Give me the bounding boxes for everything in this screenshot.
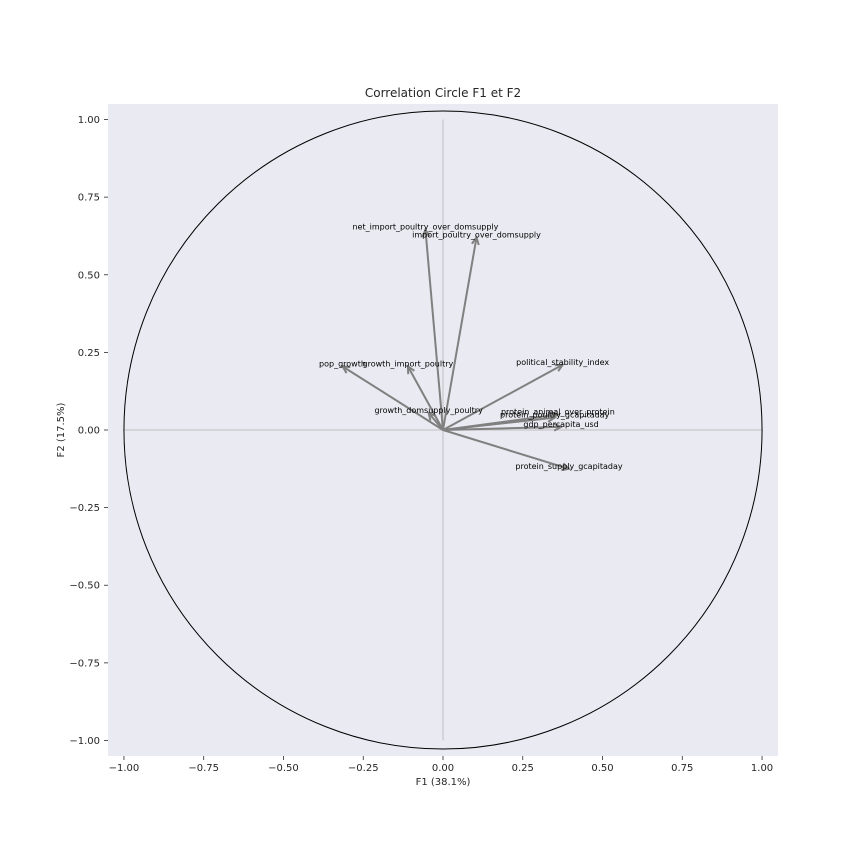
- arrow-head: [340, 365, 351, 374]
- x-tick-label: −0.75: [188, 763, 219, 774]
- arrow-head: [406, 364, 415, 375]
- y-axis-label: F2 (17.5%): [56, 402, 67, 457]
- variable-label: pop_growth: [319, 359, 366, 368]
- variable-label: import_poultry_over_domsupply: [412, 231, 541, 240]
- variable-arrow: [340, 365, 444, 431]
- arrow-head: [553, 422, 564, 432]
- y-tick-label: 0.25: [78, 348, 100, 359]
- variable-label: net_import_poultry_over_domsupply: [352, 223, 498, 232]
- y-tick-label: 1.00: [78, 115, 100, 126]
- y-tick-label: 0.75: [78, 193, 100, 204]
- chart-title: Correlation Circle F1 et F2: [365, 86, 521, 100]
- variable-labels: net_import_poultry_over_domsupplyimport_…: [319, 223, 623, 471]
- arrow-shaft: [427, 412, 444, 431]
- variable-label: protein_supply_gcapitaday: [515, 462, 622, 471]
- variable-arrow: [442, 422, 564, 432]
- variable-arrow: [427, 411, 444, 431]
- arrow-shaft: [442, 425, 562, 431]
- arrow-shaft: [341, 365, 444, 431]
- arrow-shaft: [424, 229, 444, 431]
- y-axis-ticks: −1.00 −0.75 −0.50 −0.25 0.00 0.25 0.50 0.75 1.00: [69, 115, 108, 747]
- variable-arrow: [406, 364, 444, 431]
- variable-label: gdp_percapita_usd: [523, 420, 598, 429]
- y-tick-label: −0.25: [69, 503, 100, 514]
- arrow-head: [471, 235, 480, 246]
- variable-arrow: [442, 363, 565, 431]
- variable-arrow: [442, 235, 480, 431]
- arrow-head: [427, 411, 437, 421]
- y-tick-label: −0.75: [69, 658, 100, 669]
- x-tick-label: 0.50: [591, 763, 613, 774]
- y-tick-label: −0.50: [69, 581, 100, 592]
- arrow-head: [561, 462, 572, 472]
- variable-label: protein_poultry_gcapitaday: [500, 411, 610, 420]
- arrow-head: [554, 363, 565, 372]
- arrow-shaft: [442, 237, 478, 431]
- x-tick-label: −0.50: [268, 763, 299, 774]
- x-axis-label: F1 (38.1%): [416, 777, 471, 788]
- variable-arrow: [421, 227, 444, 431]
- variable-label: protein_animal_over_protein: [501, 407, 615, 416]
- arrow-shaft: [442, 363, 564, 431]
- variable-label: political_stability_index: [516, 358, 609, 367]
- x-tick-label: 0.75: [671, 763, 693, 774]
- variable-arrow: [442, 413, 557, 431]
- arrow-head: [546, 413, 557, 423]
- y-tick-label: −1.00: [69, 736, 100, 747]
- arrow-shaft: [442, 416, 555, 431]
- y-tick-label: 0.50: [78, 270, 100, 281]
- x-tick-label: −0.25: [348, 763, 379, 774]
- variable-arrow: [442, 429, 572, 472]
- variable-arrows: [340, 227, 572, 472]
- variable-label: growth_import_poultry: [363, 359, 454, 368]
- arrow-head: [421, 227, 431, 238]
- x-tick-label: 0.00: [432, 763, 454, 774]
- x-tick-label: 0.25: [512, 763, 534, 774]
- arrow-shaft: [407, 365, 444, 431]
- unit-circle: [123, 110, 763, 750]
- y-tick-label: 0.00: [78, 426, 100, 437]
- arrow-shaft: [442, 429, 570, 470]
- x-tick-label: 1.00: [751, 763, 773, 774]
- x-axis-ticks: −1.00 −0.75 −0.50 −0.25 0.00 0.25 0.50 0.75 1.00: [109, 756, 773, 774]
- x-tick-label: −1.00: [109, 763, 140, 774]
- variable-label: growth_domsupply_poultry: [374, 406, 483, 415]
